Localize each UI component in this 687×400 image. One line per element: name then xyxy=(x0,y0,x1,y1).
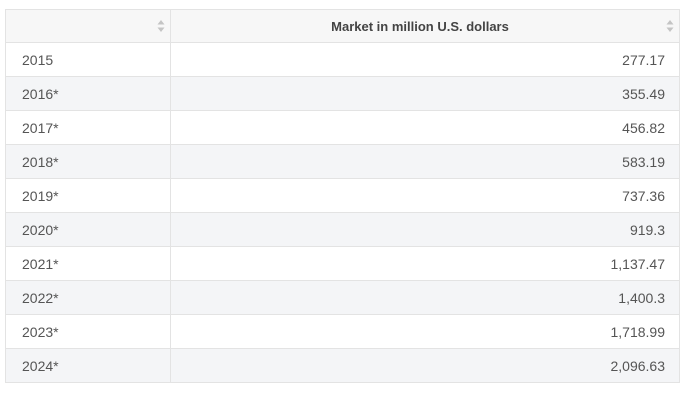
market-value-cell: 737.36 xyxy=(170,178,680,213)
table-body: 2015 277.17 2016* 355.49 2017* 456.82 2018* 583… xyxy=(5,42,680,383)
year-cell: 2023* xyxy=(5,314,171,349)
year-cell: 2016* xyxy=(5,76,171,111)
table-row: 2022* 1,400.3 xyxy=(5,280,680,315)
table-row: 2015 277.17 xyxy=(5,42,680,77)
year-cell: 2024* xyxy=(5,348,171,383)
year-cell: 2019* xyxy=(5,178,171,213)
market-value-cell: 1,718.99 xyxy=(170,314,680,349)
table-row: 2024* 2,096.63 xyxy=(5,348,680,383)
table-row: 2017* 456.82 xyxy=(5,110,680,145)
year-cell: 2020* xyxy=(5,212,171,247)
data-table-container: Market in million U.S. dollars 2015 277.1… xyxy=(5,9,680,383)
market-value-cell: 2,096.63 xyxy=(170,348,680,383)
market-value-cell: 355.49 xyxy=(170,76,680,111)
table-row: 2023* 1,718.99 xyxy=(5,314,680,349)
table-row: 2018* 583.19 xyxy=(5,144,680,179)
market-value-cell: 1,137.47 xyxy=(170,246,680,281)
market-value-cell: 277.17 xyxy=(170,42,680,77)
year-cell: 2017* xyxy=(5,110,171,145)
table-header-row: Market in million U.S. dollars xyxy=(5,9,680,43)
market-value-cell: 1,400.3 xyxy=(170,280,680,315)
sort-icon[interactable] xyxy=(157,19,165,33)
sort-icon[interactable] xyxy=(666,19,674,33)
table-row: 2020* 919.3 xyxy=(5,212,680,247)
year-cell: 2021* xyxy=(5,246,171,281)
column-header-market[interactable]: Market in million U.S. dollars xyxy=(170,9,680,43)
column-header-year[interactable] xyxy=(5,9,171,43)
table-row: 2019* 737.36 xyxy=(5,178,680,213)
table-row: 2021* 1,137.47 xyxy=(5,246,680,281)
year-cell: 2018* xyxy=(5,144,171,179)
market-value-cell: 919.3 xyxy=(170,212,680,247)
year-cell: 2015 xyxy=(5,42,171,77)
column-header-label: Market in million U.S. dollars xyxy=(331,18,509,34)
data-table: Market in million U.S. dollars 2015 277.1… xyxy=(5,9,680,383)
table-row: 2016* 355.49 xyxy=(5,76,680,111)
market-value-cell: 583.19 xyxy=(170,144,680,179)
year-cell: 2022* xyxy=(5,280,171,315)
market-value-cell: 456.82 xyxy=(170,110,680,145)
